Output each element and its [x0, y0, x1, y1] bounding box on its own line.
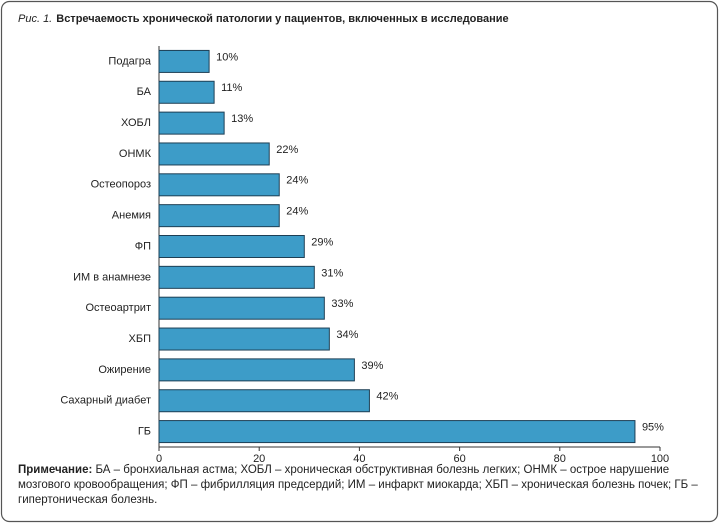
bar	[158, 327, 330, 351]
bar	[158, 111, 225, 135]
y-tick-label: ХБП	[129, 333, 152, 345]
bar	[158, 49, 210, 73]
note-text: БА – бронхиальная астма; ХОБЛ – хроничес…	[18, 464, 698, 506]
value-label: 42%	[376, 391, 398, 403]
value-label: 24%	[286, 175, 308, 187]
y-tick-label: ОНМК	[119, 148, 152, 160]
y-tick-label: Остеопороз	[91, 179, 151, 191]
value-label: 22%	[276, 144, 298, 156]
bar	[158, 296, 325, 320]
bar	[158, 265, 315, 289]
y-tick-label: ГБ	[138, 425, 151, 437]
y-tick-label: ФП	[135, 240, 151, 252]
y-tick-label: ХОБЛ	[121, 117, 151, 129]
figure-label: Рис. 1.	[18, 13, 52, 25]
y-tick-label: ИМ в анамнезе	[73, 271, 151, 283]
bar	[158, 173, 280, 197]
value-label: 39%	[361, 360, 383, 372]
note: Примечание: БА – бронхиальная астма; ХОБ…	[18, 463, 708, 508]
note-label: Примечание:	[18, 464, 93, 476]
value-label: 24%	[286, 206, 308, 218]
bar	[158, 80, 215, 104]
value-label: 13%	[231, 113, 253, 125]
value-label: 34%	[336, 329, 358, 341]
value-label: 29%	[311, 236, 333, 248]
y-tick-label: Сахарный диабет	[60, 395, 151, 407]
x-tick-label: 100	[651, 453, 669, 465]
x-tick-label: 0	[156, 453, 162, 465]
value-label: 31%	[321, 267, 343, 279]
y-tick-label: Ожирение	[98, 364, 151, 376]
title: Рис. 1. Встречаемость хронической патолог…	[18, 13, 509, 25]
bar	[158, 235, 305, 258]
value-label: 11%	[221, 82, 242, 94]
value-label: 95%	[642, 421, 664, 433]
x-tick-label: 20	[253, 453, 265, 465]
x-tick-label: 40	[353, 453, 365, 465]
value-label: 33%	[331, 298, 353, 310]
bar	[158, 204, 280, 228]
x-tick-label: 80	[554, 453, 566, 465]
chart-title: Встречаемость хронической патологии у па…	[56, 13, 508, 25]
bar	[158, 358, 355, 382]
x-tick-label: 60	[453, 453, 465, 465]
bar	[158, 389, 370, 413]
y-tick-label: БА	[137, 86, 152, 98]
value-label: 10%	[216, 51, 238, 63]
bar	[158, 420, 636, 444]
y-tick-label: Остеоартрит	[85, 302, 151, 314]
bar	[158, 142, 270, 166]
y-tick-label: Подагра	[108, 55, 151, 67]
y-tick-label: Анемия	[112, 210, 151, 222]
